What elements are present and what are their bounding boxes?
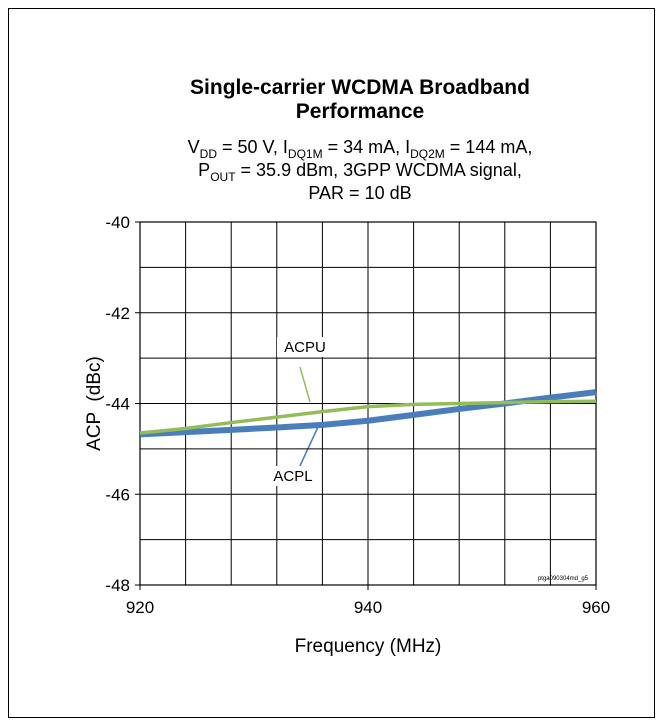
x-axis-label: Frequency (MHz) [295,636,442,657]
label-bg [265,466,321,486]
subtitle-part: P [198,160,210,180]
y-tick-label: -42 [105,304,130,323]
subscript: DQ1M [288,147,323,161]
subtitle-part: V [188,137,200,157]
footnote: ptga090304md_g5 [538,576,589,582]
label-bg [277,337,333,357]
chart-title: Performance [296,100,424,123]
series-line [139,399,597,435]
series-label: ACPL [273,468,312,485]
subtitle-part: = 50 V, I [217,137,288,157]
y-tick-label: -46 [105,485,130,504]
subscript: OUT [210,170,236,184]
subtitle-part: PAR = 10 dB [308,183,411,203]
y-axis-label: ACP (dBc) [84,356,105,451]
chart-subtitle: POUT = 35.9 dBm, 3GPP WCDMA signal, [198,160,522,184]
x-tick-label: 920 [126,598,154,617]
acpu-leader [299,366,311,403]
y-tick-label: -44 [105,395,130,414]
x-tick-label: 940 [354,598,382,617]
y-tick-label: -48 [105,576,130,595]
frame [8,8,655,718]
subscript: DQ2M [410,147,445,161]
y-tick-label: -40 [105,213,130,232]
series-label: ACPU [284,339,326,356]
chart-title: Single-carrier WCDMA Broadband [190,76,530,99]
subtitle-part: = 34 mA, I [323,137,411,157]
acpl-leader [298,426,319,469]
subtitle-part: = 144 mA, [445,137,533,157]
subtitle-part: = 35.9 dBm, 3GPP WCDMA signal, [236,160,522,180]
chart-subtitle: PAR = 10 dB [308,183,411,203]
chart-subtitle: VDD = 50 V, IDQ1M = 34 mA, IDQ2M = 144 m… [188,137,533,161]
x-tick-label: 960 [582,598,610,617]
subscript: DD [200,147,218,161]
